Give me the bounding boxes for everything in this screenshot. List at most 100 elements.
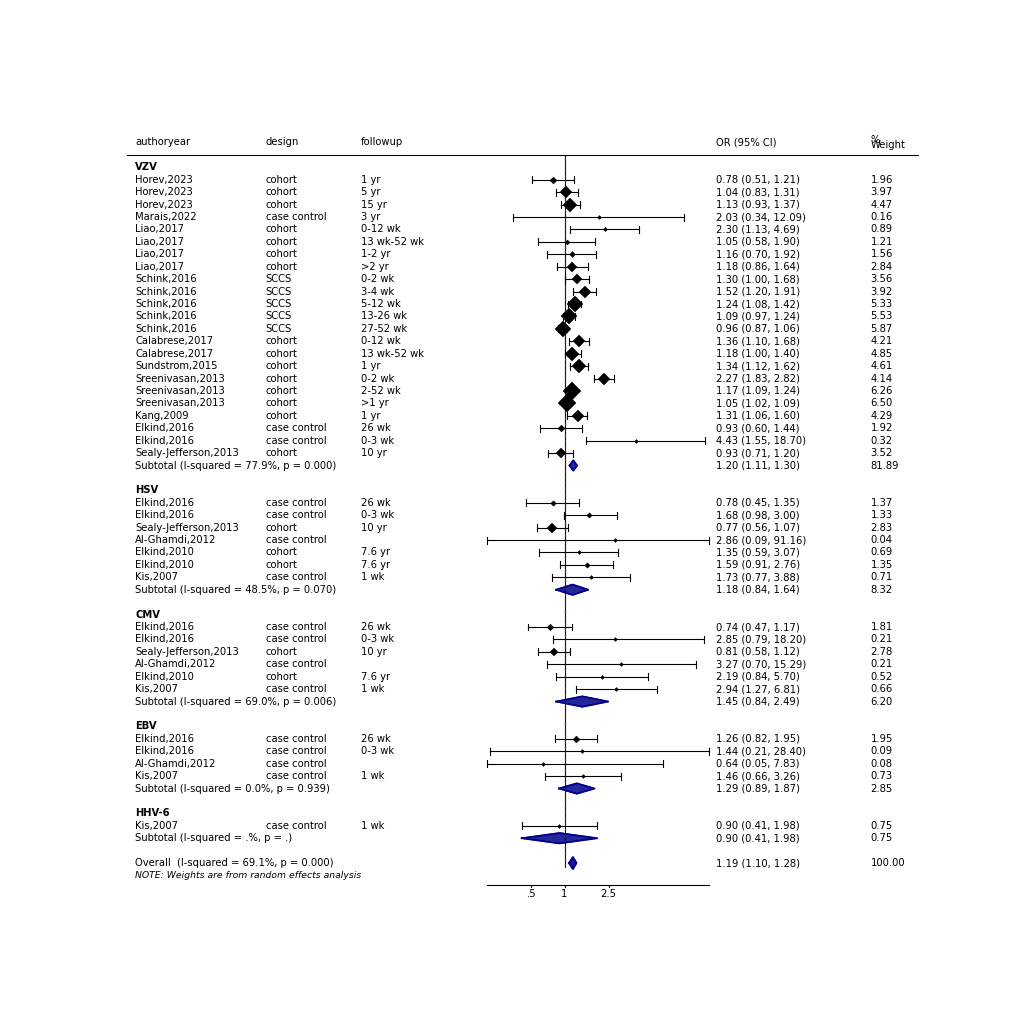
Text: 1 wk: 1 wk [361, 821, 384, 831]
Text: cohort: cohort [266, 262, 298, 271]
Text: 0-3 wk: 0-3 wk [361, 436, 393, 445]
Text: 5.53: 5.53 [870, 312, 892, 321]
Text: case control: case control [266, 746, 326, 756]
Text: 0.73: 0.73 [870, 771, 892, 781]
Text: CMV: CMV [136, 609, 160, 620]
Text: case control: case control [266, 436, 326, 445]
Text: 0.66: 0.66 [870, 684, 892, 694]
Text: Sreenivasan,2013: Sreenivasan,2013 [136, 374, 225, 383]
Text: 10 yr: 10 yr [361, 522, 386, 533]
Text: SCCS: SCCS [266, 287, 291, 296]
Text: NOTE: Weights are from random effects analysis: NOTE: Weights are from random effects an… [136, 871, 362, 880]
Text: case control: case control [266, 535, 326, 545]
Text: 1.35: 1.35 [870, 559, 892, 570]
Text: 27-52 wk: 27-52 wk [361, 324, 407, 334]
Text: 1 wk: 1 wk [361, 684, 384, 694]
Text: 1.04 (0.83, 1.31): 1.04 (0.83, 1.31) [715, 188, 799, 197]
Text: cohort: cohort [266, 225, 298, 234]
Text: 1.24 (1.08, 1.42): 1.24 (1.08, 1.42) [715, 299, 799, 309]
Text: cohort: cohort [266, 250, 298, 259]
Text: 0.71: 0.71 [870, 572, 892, 582]
Text: Al-Ghamdi,2012: Al-Ghamdi,2012 [136, 535, 217, 545]
Text: Weight: Weight [870, 140, 905, 150]
Text: case control: case control [266, 758, 326, 769]
Text: 1.18 (0.86, 1.64): 1.18 (0.86, 1.64) [715, 262, 799, 271]
Text: Liao,2017: Liao,2017 [136, 250, 184, 259]
Text: 0-2 wk: 0-2 wk [361, 374, 393, 383]
Text: 1.56: 1.56 [870, 250, 892, 259]
Text: 1.59 (0.91, 2.76): 1.59 (0.91, 2.76) [715, 559, 800, 570]
Text: cohort: cohort [266, 449, 298, 458]
Text: 13-26 wk: 13-26 wk [361, 312, 407, 321]
Text: Schink,2016: Schink,2016 [136, 312, 197, 321]
Text: 3.52: 3.52 [870, 449, 892, 458]
Text: cohort: cohort [266, 411, 298, 421]
Text: 0-12 wk: 0-12 wk [361, 225, 399, 234]
Text: 2.84: 2.84 [870, 262, 892, 271]
Text: 1 wk: 1 wk [361, 572, 384, 582]
Text: .5: .5 [526, 889, 536, 898]
Text: Sealy-Jefferson,2013: Sealy-Jefferson,2013 [136, 646, 238, 657]
Text: 1.34 (1.12, 1.62): 1.34 (1.12, 1.62) [715, 362, 800, 371]
Text: 6.50: 6.50 [870, 399, 892, 408]
Text: 1.36 (1.10, 1.68): 1.36 (1.10, 1.68) [715, 337, 800, 346]
Text: cohort: cohort [266, 671, 298, 682]
Text: 1.96: 1.96 [870, 175, 892, 184]
Text: 1.52 (1.20, 1.91): 1.52 (1.20, 1.91) [715, 287, 800, 296]
Text: 2.19 (0.84, 5.70): 2.19 (0.84, 5.70) [715, 671, 799, 682]
Text: >2 yr: >2 yr [361, 262, 388, 271]
Text: authoryear: authoryear [136, 138, 191, 147]
Text: Subtotal (I-squared = 77.9%, p = 0.000): Subtotal (I-squared = 77.9%, p = 0.000) [136, 461, 336, 470]
Text: 4.43 (1.55, 18.70): 4.43 (1.55, 18.70) [715, 436, 806, 445]
Text: SCCS: SCCS [266, 275, 291, 284]
Text: 5.87: 5.87 [870, 324, 892, 334]
Text: OR (95% CI): OR (95% CI) [715, 138, 776, 147]
Text: Sreenivasan,2013: Sreenivasan,2013 [136, 399, 225, 408]
Text: Subtotal (I-squared = 48.5%, p = 0.070): Subtotal (I-squared = 48.5%, p = 0.070) [136, 584, 336, 595]
Text: 8.32: 8.32 [870, 584, 892, 595]
Text: Elkind,2016: Elkind,2016 [136, 424, 195, 433]
Text: 0.08: 0.08 [870, 758, 892, 769]
Text: 4.85: 4.85 [870, 349, 892, 358]
Text: case control: case control [266, 424, 326, 433]
Text: 2.78: 2.78 [870, 646, 892, 657]
Text: cohort: cohort [266, 237, 298, 247]
Text: 13 wk-52 wk: 13 wk-52 wk [361, 349, 423, 358]
Text: case control: case control [266, 684, 326, 694]
Text: 0.04: 0.04 [870, 535, 892, 545]
Text: Sreenivasan,2013: Sreenivasan,2013 [136, 386, 225, 396]
Text: Elkind,2010: Elkind,2010 [136, 547, 194, 557]
Text: cohort: cohort [266, 374, 298, 383]
Text: 6.26: 6.26 [870, 386, 892, 396]
Text: 1.18 (1.00, 1.40): 1.18 (1.00, 1.40) [715, 349, 799, 358]
Text: SCCS: SCCS [266, 299, 291, 309]
Text: HHV-6: HHV-6 [136, 808, 170, 818]
Text: Schink,2016: Schink,2016 [136, 287, 197, 296]
Text: cohort: cohort [266, 349, 298, 358]
Text: 4.47: 4.47 [870, 200, 892, 209]
Text: 5-12 wk: 5-12 wk [361, 299, 400, 309]
Text: 0.96 (0.87, 1.06): 0.96 (0.87, 1.06) [715, 324, 799, 334]
Text: 5 yr: 5 yr [361, 188, 380, 197]
Text: 0.74 (0.47, 1.17): 0.74 (0.47, 1.17) [715, 622, 799, 632]
Text: Liao,2017: Liao,2017 [136, 225, 184, 234]
Text: 0.75: 0.75 [870, 821, 892, 831]
Text: Subtotal (I-squared = 0.0%, p = 0.939): Subtotal (I-squared = 0.0%, p = 0.939) [136, 783, 330, 794]
Text: 1 yr: 1 yr [361, 411, 380, 421]
Text: 1.81: 1.81 [870, 622, 892, 632]
Polygon shape [555, 696, 607, 707]
Text: Sealy-Jefferson,2013: Sealy-Jefferson,2013 [136, 522, 238, 533]
Text: Schink,2016: Schink,2016 [136, 299, 197, 309]
Text: 0.32: 0.32 [870, 436, 892, 445]
Text: 2-52 wk: 2-52 wk [361, 386, 400, 396]
Text: 81.89: 81.89 [870, 461, 898, 470]
Text: 0.64 (0.05, 7.83): 0.64 (0.05, 7.83) [715, 758, 799, 769]
Text: Elkind,2016: Elkind,2016 [136, 634, 195, 644]
Text: 0.52: 0.52 [870, 671, 892, 682]
Text: 10 yr: 10 yr [361, 449, 386, 458]
Text: 0-12 wk: 0-12 wk [361, 337, 399, 346]
Text: case control: case control [266, 733, 326, 744]
Text: case control: case control [266, 572, 326, 582]
Text: HSV: HSV [136, 485, 159, 495]
Polygon shape [569, 460, 577, 470]
